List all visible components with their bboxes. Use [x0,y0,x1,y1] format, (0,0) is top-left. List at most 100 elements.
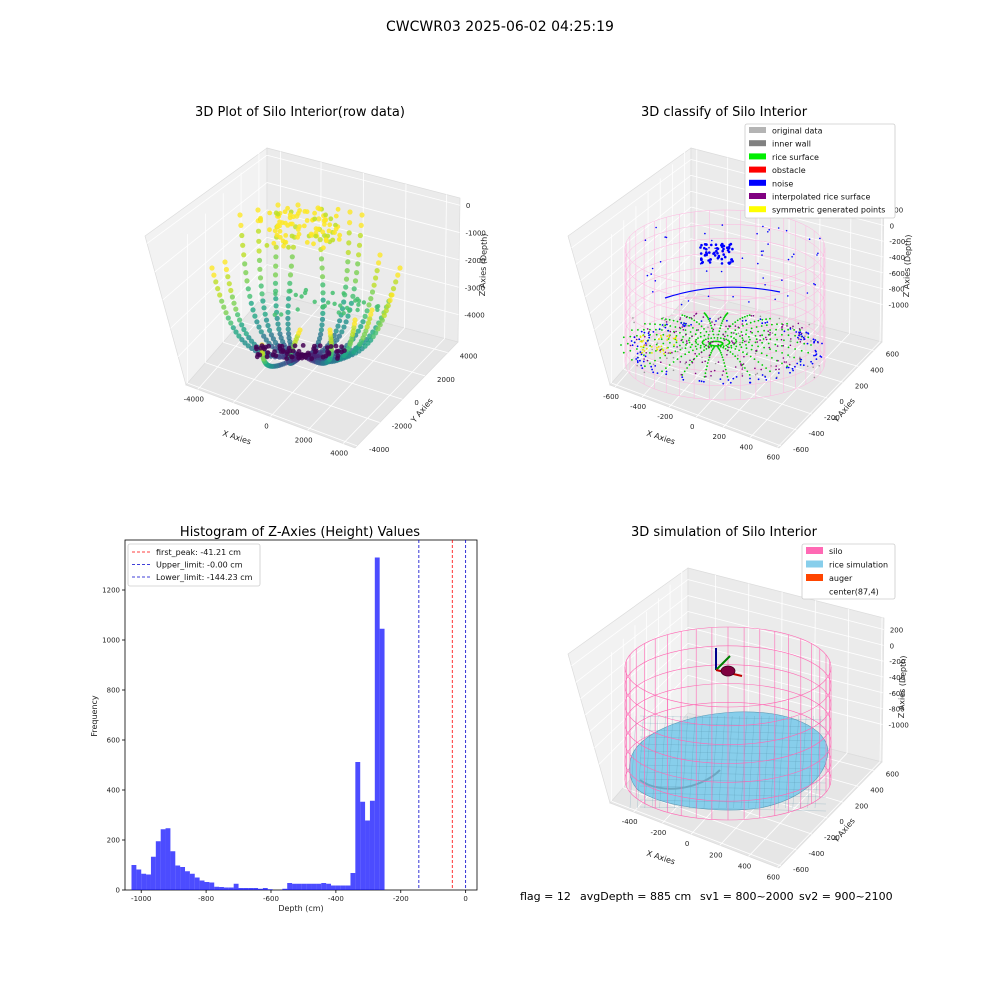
histogram-bar [326,883,332,890]
histogram-bar [360,801,366,890]
noise-point [646,274,649,277]
rice-surface-point [760,352,763,355]
rice-surface-point [655,343,658,346]
interpolated-point [767,330,769,333]
grid-line-x-back [879,617,883,762]
z-tick-label: -600 [889,270,905,278]
interpolated-point [675,330,677,333]
histogram-bar [316,883,322,890]
noise-point [654,280,657,282]
rice-surface-point [761,334,763,337]
mesh-line [726,715,733,809]
x-tick-label: -600 [263,895,279,903]
grid-line-z-left [170,236,268,329]
grid-line-x [722,325,820,428]
rice-surface-point [734,355,737,358]
interpolated-point [776,345,779,347]
data-point [258,283,264,289]
x-tick-label: 0 [264,423,268,431]
rice-surface-point [748,374,751,376]
data-point [299,355,305,361]
rice-surface-point [712,344,715,347]
histogram-bar [180,867,186,890]
rice-surface-point [787,346,790,349]
histogram-bar [292,883,297,890]
z-tick-label: 200 [890,207,903,215]
rice-surface-point [745,333,747,336]
grid-line-x [777,341,881,448]
data-point [397,265,403,271]
noise-point [806,292,809,294]
noise-point [710,243,713,247]
noise-point [731,260,734,263]
grid-line-z [687,611,884,662]
data-point [337,232,343,238]
grid-line-y [635,354,813,415]
rice-surface-point [728,342,731,345]
data-point [362,313,368,319]
interpolated-point [717,343,719,346]
mesh-line [807,715,814,809]
grid-line-z-left [575,175,692,265]
rice-surface-point [692,327,694,329]
interpolated-point [644,335,646,338]
rice-surface-point [649,362,651,365]
grid-line-z [687,643,884,694]
noise-point [642,360,645,363]
noise-point [766,321,769,323]
noise-point [802,336,805,339]
rice-surface-point [719,327,721,330]
interpolated-point [707,340,710,343]
rice-surface-point [722,337,725,340]
noise-point [656,372,659,374]
rice-surface-point [661,329,663,331]
histogram-bar [311,883,317,890]
rice-surface-point [787,328,789,331]
data-point [258,329,264,335]
noise-point [713,254,717,257]
data-point [295,351,300,357]
noise-point [647,332,650,335]
grid-line-y [205,362,380,423]
data-point [312,210,317,216]
data-point [289,233,295,239]
original-point [770,365,772,367]
noise-point [821,342,823,345]
grid-line-z-left [580,611,689,700]
noise-point [800,358,803,361]
noise-point [793,253,795,255]
x-tick-label: 200 [709,851,722,859]
data-point [369,307,375,313]
rice-surface-point [769,317,771,320]
data-point [375,304,381,309]
rice-surface-point [668,364,671,366]
rice-surface-point [706,316,709,319]
interpolated-point [782,345,785,347]
grid-line-z-left [594,238,692,331]
rice-surface-point [744,315,746,318]
rice-surface-point [716,337,719,339]
original-point [741,366,744,369]
rice-surface-point [662,342,665,345]
data-point [285,303,291,309]
grid-line-z [266,236,459,288]
grid-line-y [660,326,843,383]
noise-point [690,323,692,326]
noise-point [813,354,815,357]
y-tick-label: -600 [793,866,809,874]
interpolated-point [759,334,761,337]
rice-surface-point [754,341,757,344]
interpolated-point [664,351,667,354]
rice-surface-point [694,340,697,343]
noise-point [816,254,818,256]
original-point [707,336,709,338]
data-point [238,222,244,228]
rice-surface-point [719,345,722,348]
noise-point [636,345,639,348]
interpolated-point [723,339,726,341]
original-point [707,326,709,329]
data-point [317,206,322,212]
noise-point [756,232,758,235]
interpolated-point [708,346,710,348]
z-tick-label: 200 [890,627,903,635]
